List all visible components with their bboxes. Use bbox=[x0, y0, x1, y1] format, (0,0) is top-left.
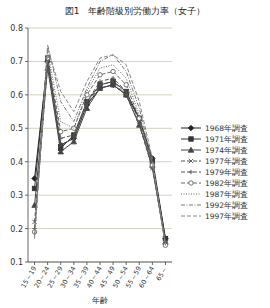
series-line bbox=[35, 61, 166, 242]
grid-line bbox=[28, 195, 172, 196]
legend-line bbox=[181, 205, 201, 206]
point bbox=[111, 76, 115, 80]
legend-line bbox=[181, 216, 201, 217]
legend-marker bbox=[188, 147, 193, 152]
y-tick bbox=[25, 61, 28, 62]
x-tick bbox=[73, 262, 74, 265]
grid-line bbox=[28, 228, 172, 229]
point bbox=[72, 133, 76, 137]
legend-label: 1982年調査 bbox=[205, 179, 248, 188]
legend-label: 1997年調査 bbox=[205, 212, 248, 221]
legend-marker bbox=[189, 137, 193, 141]
y-tick-label: 0.4 bbox=[10, 158, 23, 167]
y-axis bbox=[28, 28, 29, 262]
grid-line bbox=[28, 128, 172, 129]
series-line bbox=[35, 58, 166, 245]
x-tick bbox=[60, 262, 61, 265]
legend-line bbox=[181, 194, 201, 195]
y-tick-label: 0.3 bbox=[10, 191, 23, 200]
y-tick-label: 0.6 bbox=[10, 91, 23, 100]
point bbox=[59, 129, 63, 133]
grid-line bbox=[28, 94, 172, 95]
y-tick-label: 0.8 bbox=[10, 24, 23, 33]
y-tick bbox=[25, 228, 28, 229]
point bbox=[98, 79, 102, 83]
series-line bbox=[35, 65, 166, 242]
x-tick bbox=[113, 262, 114, 265]
series-line bbox=[35, 51, 166, 245]
x-tick bbox=[47, 262, 48, 265]
x-tick bbox=[165, 262, 166, 265]
x-tick bbox=[126, 262, 127, 265]
x-tick bbox=[100, 262, 101, 265]
legend-label: 1971年調査 bbox=[205, 135, 248, 144]
legend-label: 1979年調査 bbox=[205, 168, 248, 177]
title: 図1 年齢階級別労働力率（女子） bbox=[65, 6, 206, 16]
x-tick bbox=[34, 262, 35, 265]
legend-marker bbox=[188, 125, 193, 130]
x-tick-label: 60～64 bbox=[137, 265, 156, 289]
point bbox=[98, 73, 102, 77]
x-tick-label: 65～ bbox=[155, 265, 170, 282]
grid-line bbox=[28, 28, 172, 29]
chart: 図1 年齢階級別労働力率（女子） 0.1 0.2 0.3 0.4 0.5 0.6 0.7 0.8… bbox=[0, 0, 270, 308]
point bbox=[111, 69, 115, 73]
legend-label: 1992年調査 bbox=[205, 201, 248, 210]
y-tick bbox=[25, 28, 28, 29]
series-line bbox=[35, 45, 166, 246]
legend-label: 1968年調査 bbox=[205, 124, 248, 133]
y-tick bbox=[25, 128, 28, 129]
legend-label: 1987年調査 bbox=[205, 190, 248, 199]
point bbox=[124, 83, 128, 87]
legend-marker bbox=[189, 159, 193, 163]
plot-area bbox=[32, 45, 168, 248]
y-tick bbox=[25, 195, 28, 196]
point bbox=[124, 89, 128, 93]
legend-label: 1974年調査 bbox=[205, 146, 248, 155]
point bbox=[85, 99, 89, 103]
y-tick-label: 0.2 bbox=[10, 225, 23, 234]
legend-marker bbox=[189, 170, 193, 174]
series-line bbox=[35, 61, 166, 238]
series-line bbox=[35, 48, 166, 245]
y-tick-label: 0.7 bbox=[10, 57, 23, 66]
x-tick bbox=[86, 262, 87, 265]
x-tick bbox=[152, 262, 153, 265]
point bbox=[58, 149, 63, 154]
x-axis-label: 年齢 bbox=[92, 296, 108, 305]
x-tick bbox=[139, 262, 140, 265]
legend-marker bbox=[189, 181, 193, 185]
legend-label: 1977年調査 bbox=[205, 157, 248, 166]
y-tick-label: 0.5 bbox=[10, 124, 23, 133]
y-tick bbox=[25, 262, 28, 263]
legend: 1968年調査 1971年調査 1974年調査 1977年調査 1979年調査 1982年… bbox=[181, 124, 248, 221]
y-tick bbox=[25, 161, 28, 162]
point bbox=[59, 136, 63, 140]
point bbox=[59, 143, 63, 147]
y-tick-label: 0.1 bbox=[10, 258, 23, 267]
y-tick bbox=[25, 94, 28, 95]
